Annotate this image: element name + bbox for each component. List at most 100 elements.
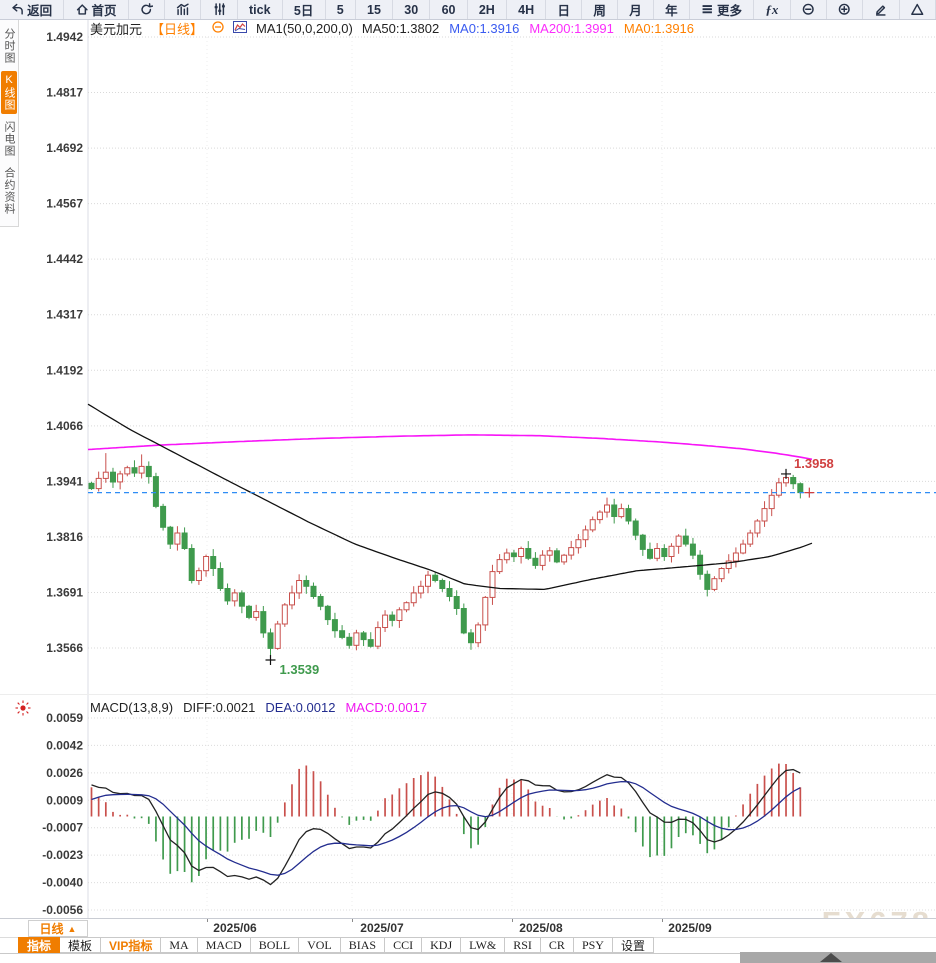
macd-dea-line bbox=[91, 780, 801, 876]
svg-text:1.4317: 1.4317 bbox=[46, 308, 83, 322]
toolbar-day[interactable]: 日 bbox=[546, 0, 583, 19]
sliders-icon bbox=[213, 3, 226, 16]
toolbar-month-label: 月 bbox=[629, 4, 642, 18]
tab-bias[interactable]: BIAS bbox=[340, 937, 386, 953]
toolbar-5d-label: 5日 bbox=[293, 4, 314, 18]
bar-chart-icon bbox=[176, 3, 189, 16]
high-price-label: 1.3958 bbox=[794, 456, 834, 471]
period-selector[interactable]: 日线 ▲ bbox=[28, 920, 88, 937]
macd-diff-line bbox=[91, 768, 801, 886]
macd-dea-value: DEA:0.0012 bbox=[265, 700, 336, 715]
ma50-line bbox=[87, 403, 813, 591]
svg-text:-0.0023: -0.0023 bbox=[42, 848, 83, 862]
triangle-icon bbox=[910, 3, 924, 16]
tab-ma[interactable]: MA bbox=[161, 937, 198, 953]
toolbar-2h[interactable]: 2H bbox=[468, 0, 507, 19]
tab-cci[interactable]: CCI bbox=[385, 937, 423, 953]
toolbar-zoom-out-button[interactable] bbox=[791, 0, 827, 19]
toolbar-year[interactable]: 年 bbox=[654, 0, 690, 19]
toolbar-shapes-button[interactable] bbox=[900, 0, 936, 19]
ma-settings-label: MA1(50,0,200,0) bbox=[256, 21, 353, 36]
top-toolbar: 返回 首页 tick 5日 5 15 30 60 2H 4H 日 周 月 年 更多 ƒx bbox=[0, 0, 936, 20]
tab-settings[interactable]: 设置 bbox=[612, 937, 654, 953]
toolbar-more-label: 更多 bbox=[717, 4, 743, 18]
svg-text:-0.0040: -0.0040 bbox=[42, 876, 83, 890]
tab-macd[interactable]: MACD bbox=[197, 937, 251, 953]
toolbar-5d[interactable]: 5日 bbox=[283, 0, 326, 19]
indicator-settings-sun-icon[interactable] bbox=[14, 699, 32, 722]
toolbar-refresh-button[interactable] bbox=[129, 0, 166, 19]
svg-text:1.3941: 1.3941 bbox=[46, 474, 83, 488]
period-selector-label: 日线 bbox=[39, 922, 64, 936]
sidebar-item-lightning[interactable]: 闪电图 bbox=[3, 121, 15, 157]
ma-readout-3: MA0:1.3916 bbox=[623, 21, 695, 36]
tab-template[interactable]: 模板 bbox=[60, 937, 102, 953]
sidebar-item-contract-info[interactable]: 合约资料 bbox=[3, 167, 15, 215]
svg-text:1.4942: 1.4942 bbox=[46, 30, 83, 44]
back-arrow-icon bbox=[11, 3, 24, 16]
toolbar-indicator-settings-button[interactable] bbox=[201, 0, 238, 19]
macd-diff-value: DIFF:0.0021 bbox=[183, 700, 256, 715]
toolbar-60m[interactable]: 60 bbox=[430, 0, 468, 19]
svg-text:0.0042: 0.0042 bbox=[46, 738, 83, 752]
date-tick bbox=[352, 919, 353, 922]
indicator-tab-bar: 指标 模板 VIP指标 MA MACD BOLL VOL BIAS CCI KDJ LW& RSI CR… bbox=[0, 937, 936, 954]
svg-text:-0.0056: -0.0056 bbox=[42, 903, 83, 917]
chart-plot-area[interactable]: 1.4942 1.4817 1.4692 1.4567 1.4442 1.4317 1.41… bbox=[0, 0, 936, 918]
tab-kdj[interactable]: KDJ bbox=[422, 937, 462, 953]
toolbar-week[interactable]: 周 bbox=[582, 0, 619, 19]
toolbar-fx-label: ƒx bbox=[765, 1, 779, 17]
tab-lw[interactable]: LW& bbox=[461, 937, 506, 953]
home-icon bbox=[76, 3, 89, 16]
horizontal-scrollbar[interactable] bbox=[740, 952, 936, 963]
tab-psy[interactable]: PSY bbox=[573, 937, 613, 953]
mini-chart-icon[interactable] bbox=[233, 21, 248, 36]
toolbar-back-label: 返回 bbox=[27, 4, 53, 18]
period-tag: 【日线】 bbox=[151, 22, 204, 37]
tab-vip-indicator[interactable]: VIP指标 bbox=[101, 937, 162, 953]
toolbar-back[interactable]: 返回 bbox=[0, 0, 65, 19]
toolbar-5m[interactable]: 5 bbox=[326, 0, 356, 19]
svg-text:1.3816: 1.3816 bbox=[46, 530, 83, 544]
svg-text:-0.0007: -0.0007 bbox=[42, 821, 83, 835]
toolbar-30m[interactable]: 30 bbox=[393, 0, 431, 19]
svg-text:1.4692: 1.4692 bbox=[46, 141, 83, 155]
low-price-label: 1.3539 bbox=[280, 662, 320, 677]
tab-vol[interactable]: VOL bbox=[299, 937, 341, 953]
candlestick-series bbox=[88, 453, 804, 660]
toolbar-month[interactable]: 月 bbox=[618, 0, 654, 19]
ma-value-readouts: MA50:1.3802 MA0:1.3916 MA200:1.3991 MA0:1.3… bbox=[362, 21, 694, 36]
minus-circle-icon[interactable] bbox=[212, 21, 224, 36]
date-label-2025-06: 2025/06 bbox=[213, 921, 257, 935]
tab-boll[interactable]: BOLL bbox=[250, 937, 300, 953]
tab-indicator[interactable]: 指标 bbox=[18, 937, 61, 953]
toolbar-60m-label: 60 bbox=[441, 2, 456, 17]
date-label-2025-09: 2025/09 bbox=[668, 921, 712, 935]
chart-svg: 1.4942 1.4817 1.4692 1.4567 1.4442 1.4317 1.41… bbox=[0, 20, 936, 918]
ma-readout-1: MA0:1.3916 bbox=[449, 21, 520, 36]
toolbar-5m-label: 5 bbox=[336, 2, 344, 17]
chart-type-sidebar: 分时图 K线图闪电图合约资料 bbox=[0, 19, 19, 227]
sidebar-item-time-share[interactable]: 分时图 bbox=[3, 28, 15, 64]
toolbar-fx[interactable]: ƒx bbox=[754, 0, 791, 19]
tab-rsi[interactable]: RSI bbox=[505, 937, 541, 953]
toolbar-draw-button[interactable] bbox=[863, 0, 900, 19]
toolbar-home[interactable]: 首页 bbox=[64, 0, 129, 19]
toolbar-4h[interactable]: 4H bbox=[507, 0, 547, 19]
zoom-out-icon bbox=[802, 3, 815, 16]
toolbar-chart-style-button[interactable] bbox=[165, 0, 202, 19]
toolbar-week-label: 周 bbox=[593, 4, 606, 18]
toolbar-2h-label: 2H bbox=[478, 2, 495, 17]
zoom-in-icon bbox=[838, 3, 851, 16]
sidebar-item-kline[interactable]: K线图 bbox=[1, 71, 17, 114]
toolbar-zoom-in-button[interactable] bbox=[827, 0, 864, 19]
tab-cr[interactable]: CR bbox=[540, 937, 574, 953]
chevron-up-icon: ▲ bbox=[67, 923, 77, 934]
date-label-2025-07: 2025/07 bbox=[360, 921, 404, 935]
toolbar-home-label: 首页 bbox=[91, 4, 117, 18]
toolbar-15m[interactable]: 15 bbox=[356, 0, 394, 19]
toolbar-more[interactable]: 更多 bbox=[690, 0, 755, 19]
scrollbar-up-arrow-icon bbox=[820, 953, 842, 962]
toolbar-tick[interactable]: tick bbox=[238, 0, 283, 19]
